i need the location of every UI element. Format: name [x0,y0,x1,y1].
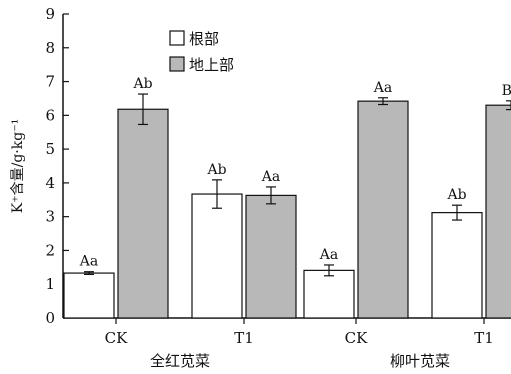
bars: Aa Ab Ab Aa Aa Aa Ab Ba [63,76,511,319]
y-tick-label: 7 [45,73,55,91]
bar [485,104,511,319]
y-tick-label: 0 [45,309,55,327]
significance-label: Aa [373,80,392,96]
y-tick-label: 2 [45,241,55,259]
significance-label: Aa [319,247,338,263]
x-axis: CK T1 CK T1 全红苋菜 柳叶苋菜 [63,317,511,370]
y-tick-label: 5 [45,140,55,158]
y-tick-label: 3 [45,208,55,226]
bar [245,194,297,319]
significance-label: Ab [132,76,152,92]
y-tick-label: 1 [45,275,55,293]
legend-swatch [169,56,185,72]
significance-label: Ba [502,83,511,99]
x-tick-label: T1 [474,329,494,347]
legend-swatch [169,30,185,46]
bar [63,272,115,319]
significance-label: Ab [446,187,466,203]
legend-label: 地上部 [189,56,234,74]
group-label: 全红苋菜 [150,352,210,370]
x-tick-label: T1 [234,329,254,347]
bar [303,269,355,319]
significance-label: Aa [79,254,98,270]
x-tick-label: CK [105,329,128,347]
y-axis: 0 1 2 3 4 5 6 7 8 9 [45,5,69,327]
y-tick-label: 9 [45,5,55,23]
significance-label: Aa [261,169,280,185]
bar [117,108,169,319]
bar [431,212,483,319]
group-label: 柳叶苋菜 [390,352,450,370]
bar [357,100,409,319]
legend-label: 根部 [189,30,219,48]
y-tick-label: 6 [45,106,55,124]
y-tick-label: 8 [45,39,55,57]
y-axis-label: K⁺含量/g·kg⁻¹ [10,119,26,213]
significance-label: Ab [206,162,226,178]
bar [191,193,243,319]
y-tick-label: 4 [45,174,55,192]
x-tick-label: CK [345,329,368,347]
